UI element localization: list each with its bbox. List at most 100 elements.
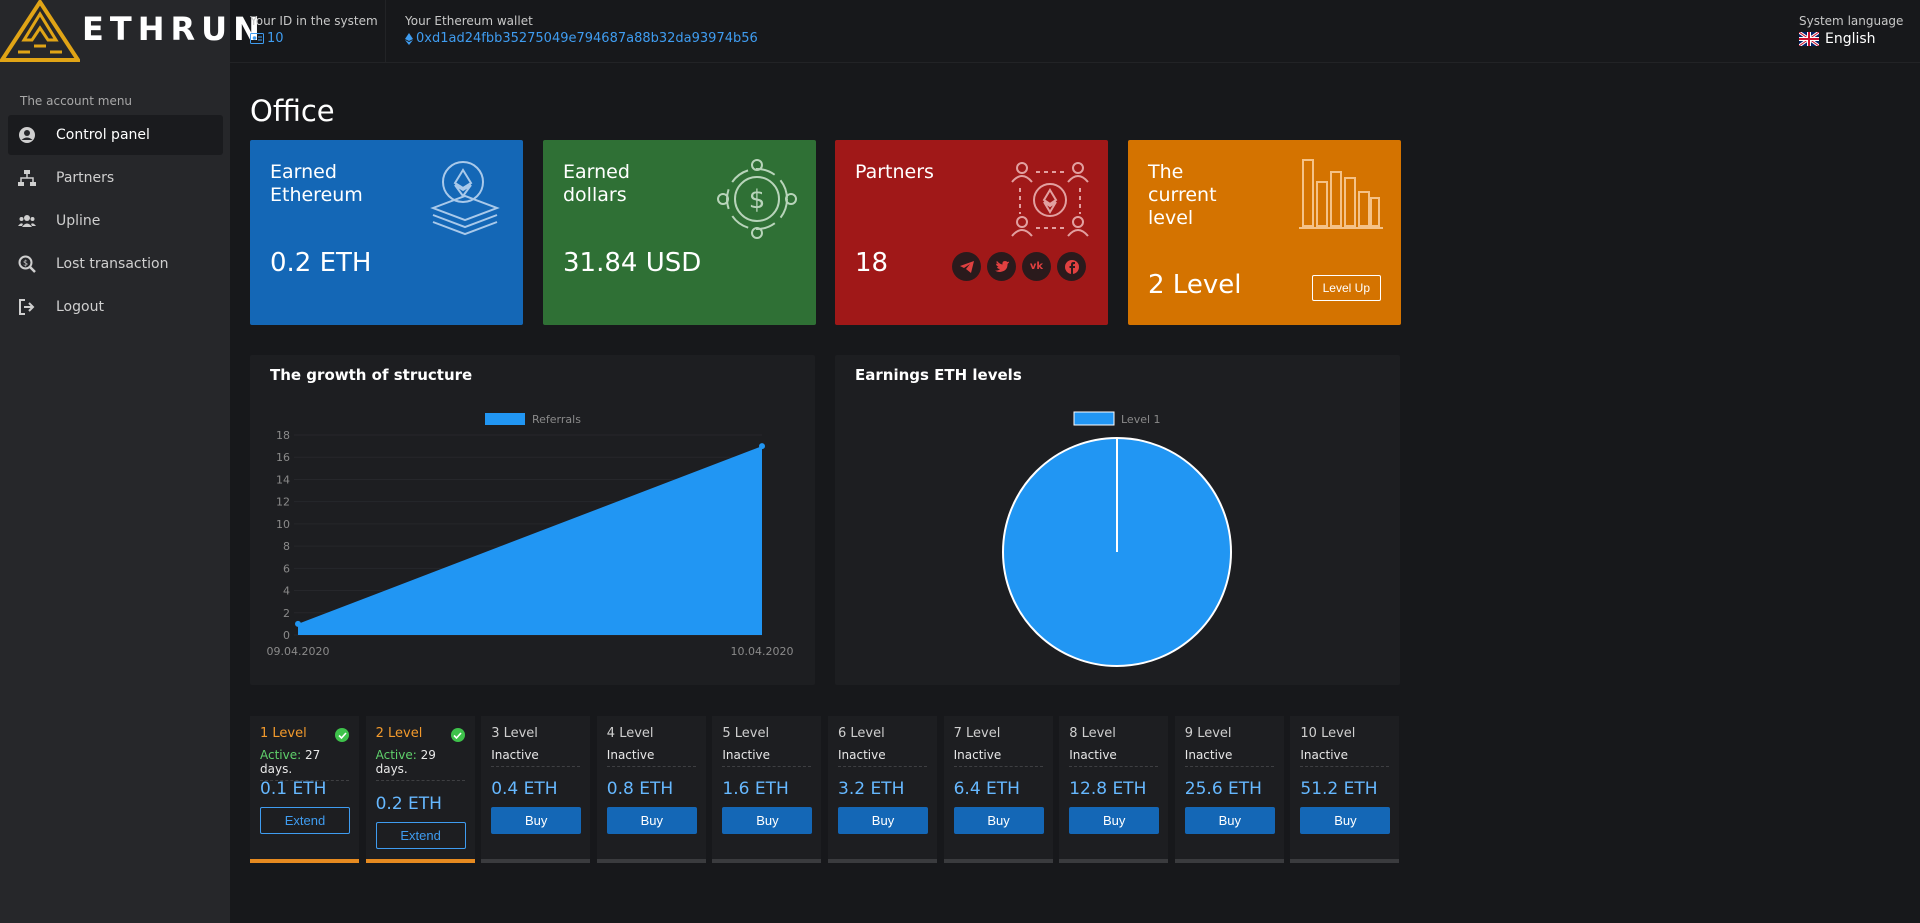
buy-button[interactable]: Buy (1069, 807, 1160, 834)
current-level-value: 2 Level (1148, 270, 1242, 300)
level-price: 0.2 ETH (375, 794, 442, 814)
earned-eth-value: 0.2 ETH (270, 248, 372, 278)
earnings-pie-chart: Level 1 (1002, 411, 1232, 667)
language-block[interactable]: System language English (1799, 14, 1903, 47)
users-icon (18, 215, 36, 227)
wallet-label: Your Ethereum wallet (405, 14, 533, 28)
level-card: 4 Level Inactive 0.8 ETH Buy (596, 716, 706, 863)
sidebar-item-upline[interactable]: Upline (8, 201, 223, 241)
page-title: Office (250, 94, 335, 128)
earnings-panel: Earnings ETH levels Level 1 (835, 355, 1400, 685)
sidebar-item-lost-transaction[interactable]: $ Lost transaction (8, 244, 223, 284)
level-price: 1.6 ETH (722, 779, 789, 799)
level-name: 9 Level (1184, 726, 1232, 741)
y-tick-label: 18 (276, 429, 290, 442)
level-card: 10 Level Inactive 51.2 ETH Buy (1290, 716, 1400, 863)
level-status: Inactive (1069, 748, 1159, 767)
search-dollar-icon: $ (18, 255, 36, 273)
menu-title: The account menu (20, 94, 133, 108)
top-header: Your ID in the system 10 Your Ethereum w… (230, 0, 1920, 63)
level-name: 10 Level (1300, 726, 1356, 741)
level-card: 7 Level Inactive 6.4 ETH Buy (943, 716, 1053, 863)
y-tick-label: 10 (276, 518, 290, 531)
sidebar-item-partners[interactable]: Partners (8, 158, 223, 198)
card-partners: Partners 18 vk (835, 140, 1108, 325)
ethrun-logo-icon (0, 0, 80, 62)
area-series-referrals (298, 446, 762, 635)
sidebar: ETHRUN The account menu Control panel Pa… (0, 0, 260, 923)
level-price: 0.1 ETH (260, 779, 327, 799)
check-icon (335, 728, 349, 742)
level-price: 3.2 ETH (838, 779, 905, 799)
sidebar-item-label: Lost transaction (56, 256, 169, 272)
x-tick-label: 09.04.2020 (267, 645, 330, 658)
card-title: Earned dollars (563, 161, 630, 206)
level-status: Active: 27 days. (260, 748, 349, 781)
growth-panel: The growth of structure 0 2 4 6 8 10 12 14 16 18 0… (250, 355, 815, 685)
level-status: Inactive (838, 748, 927, 767)
level-status: Active: 29 days. (375, 748, 465, 781)
level-status: Inactive (1300, 748, 1390, 767)
level-name: 3 Level (491, 726, 538, 741)
ethereum-icon (405, 32, 413, 45)
level-name: 6 Level (838, 726, 885, 741)
twitter-icon[interactable] (987, 252, 1016, 281)
level-name: 7 Level (953, 726, 1001, 741)
level-up-button[interactable]: Level Up (1311, 275, 1381, 301)
legend-swatch (485, 413, 525, 425)
level-card: 5 Level Inactive 1.6 ETH Buy (712, 716, 822, 863)
logo[interactable]: ETHRUN (0, 0, 260, 62)
growth-area-chart: 0 2 4 6 8 10 12 14 16 18 09.04.2020 10.04.2020 Refer… (267, 413, 794, 658)
user-id-label: Your ID in the system (250, 14, 378, 28)
earned-usd-value: 31.84 USD (563, 248, 702, 278)
facebook-icon[interactable] (1057, 252, 1086, 281)
level-status: Inactive (606, 748, 696, 767)
buy-button[interactable]: Buy (953, 807, 1044, 834)
buy-button[interactable]: Buy (491, 807, 582, 834)
y-tick-label: 0 (283, 629, 290, 642)
legend-label: Level 1 (1121, 413, 1161, 426)
sidebar-item-label: Control panel (56, 127, 150, 143)
buy-button[interactable]: Buy (606, 807, 697, 834)
buy-button[interactable]: Buy (1184, 807, 1275, 834)
y-tick-label: 4 (283, 585, 290, 598)
wallet-address[interactable]: 0xd1ad24fbb35275049e794687a88b32da93974b… (405, 31, 758, 46)
extend-button[interactable]: Extend (260, 807, 350, 834)
buy-button[interactable]: Buy (722, 807, 813, 834)
level-price: 25.6 ETH (1184, 779, 1262, 799)
user-circle-icon (19, 127, 35, 143)
vk-icon[interactable]: vk (1022, 252, 1051, 281)
panel-title: The growth of structure (270, 366, 473, 384)
y-tick-label: 2 (283, 607, 290, 620)
level-name: 5 Level (722, 726, 770, 741)
extend-button[interactable]: Extend (375, 822, 466, 849)
language-select[interactable]: English (1799, 31, 1903, 47)
level-status: Inactive (1184, 748, 1274, 767)
level-name: 1 Level (260, 726, 307, 741)
sidebar-item-logout[interactable]: Logout (8, 287, 223, 327)
level-card: 8 Level Inactive 12.8 ETH Buy (1059, 716, 1169, 863)
wallet-block: Your Ethereum wallet 0xd1ad24fbb35275049… (405, 14, 758, 46)
level-card: 1 Level Active: 27 days. 0.1 ETH Extend (250, 716, 359, 863)
logout-icon (19, 299, 35, 315)
sitemap-icon (18, 170, 36, 186)
level-card: 3 Level Inactive 0.4 ETH Buy (481, 716, 591, 863)
level-status: Inactive (722, 748, 812, 767)
svg-text:$: $ (749, 185, 766, 215)
dollar-coin-icon: $ (717, 159, 797, 239)
partners-network-icon (1011, 162, 1089, 237)
buy-button[interactable]: Buy (838, 807, 928, 834)
x-tick-label: 10.04.2020 (731, 645, 794, 658)
telegram-icon[interactable] (952, 252, 981, 281)
sidebar-menu: Control panel Partners Upline $ Lost tra… (8, 115, 223, 330)
sidebar-item-label: Upline (56, 213, 101, 229)
buy-button[interactable]: Buy (1300, 807, 1391, 834)
y-tick-label: 16 (276, 451, 290, 464)
sidebar-item-control-panel[interactable]: Control panel (8, 115, 223, 155)
legend-swatch (1073, 411, 1115, 426)
legend-label: Referrals (532, 413, 581, 426)
level-status: Inactive (491, 748, 581, 767)
level-card: 6 Level Inactive 3.2 ETH Buy (828, 716, 937, 863)
y-tick-label: 14 (276, 473, 290, 486)
level-name: 4 Level (606, 726, 654, 741)
